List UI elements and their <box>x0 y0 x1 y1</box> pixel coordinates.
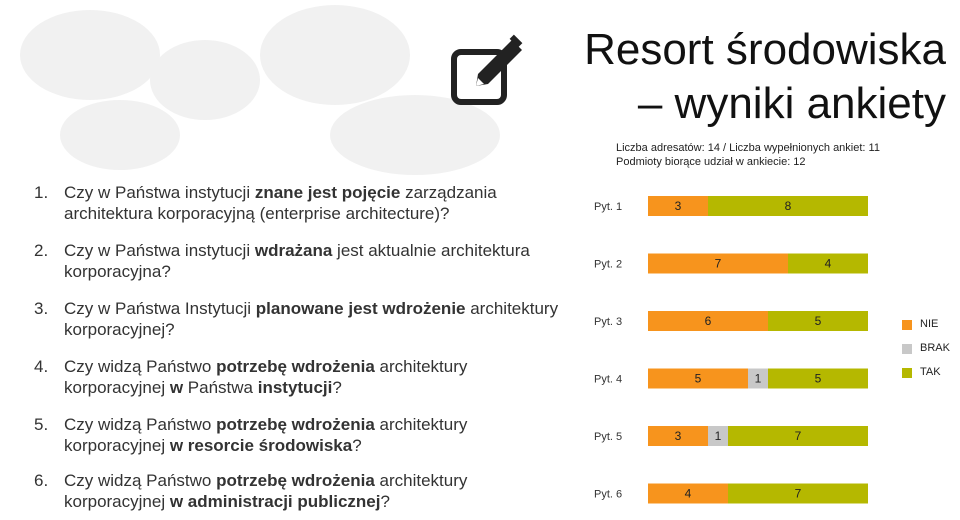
question-text-part: Czy widzą Państwo <box>64 357 217 376</box>
category-label: Pyt. 3 <box>594 316 622 328</box>
background-bubble <box>20 10 160 100</box>
legend-label: NIE <box>920 318 939 330</box>
question-text-part: architektury korporacyjnej <box>64 357 468 397</box>
question-text-part: zarządzania architektura korporacyjną (e… <box>64 183 497 223</box>
question-text: Czy widzą Państwo potrzebę wdrożenia arc… <box>34 356 564 398</box>
bar-segment-tak <box>788 253 868 274</box>
background-bubble <box>60 100 180 170</box>
question-text: Czy widzą Państwo potrzebę wdrożenia arc… <box>34 470 564 512</box>
legend-swatch <box>902 368 912 378</box>
question-item: 2. Czy w Państwa instytucji wdrażana jest… <box>34 240 564 282</box>
data-label: 5 <box>815 314 822 328</box>
bar-segment-tak <box>728 483 868 504</box>
question-item: 3. Czy w Państwa Instytucji planowane jes… <box>34 298 564 340</box>
bar-segment-nie <box>648 253 788 274</box>
bar-segment-tak <box>768 368 868 389</box>
question-text-part: ? <box>332 378 342 397</box>
legend-swatch <box>902 320 912 330</box>
question-item: 6. Czy widzą Państwo potrzebę wdrożenia a… <box>34 470 564 512</box>
bar-segment-tak <box>728 426 868 446</box>
question-text: Czy w Państwa instytucji wdrażana jest a… <box>34 240 564 282</box>
survey-chart: Pyt. 1 3 8 Pyt. 2 7 4 Pyt. 3 6 5 Pyt. 4 5 1 5 Pyt. 5 3… <box>594 196 868 504</box>
question-text-part: Czy widzą Państwo <box>64 415 217 434</box>
question-item: 5. Czy widzą Państwo potrzebę wdrożenia a… <box>34 414 564 456</box>
question-text-part: architektury korporacyjnej? <box>64 299 559 339</box>
participants-info: Podmioty biorące udział w ankiecie: 12 <box>616 156 806 168</box>
question-number: 4. <box>34 357 49 376</box>
page-title-line2: – wyniki ankiety <box>637 79 946 128</box>
question-item: 4. Czy widzą Państwo potrzebę wdrożenia a… <box>34 356 564 398</box>
bar-segment-nie <box>648 311 768 331</box>
background-bubble <box>330 95 500 175</box>
bar-segment-nie <box>648 368 748 389</box>
question-number: 1. <box>34 183 49 202</box>
question-number: 3. <box>34 299 49 318</box>
legend-label: TAK <box>920 366 941 378</box>
question-text-part: Czy w Państwa Instytucji <box>64 299 256 318</box>
question-text: Czy w Państwa instytucji znane jest poję… <box>34 182 564 224</box>
question-text-part: Czy widzą Państwo <box>64 471 217 490</box>
data-label: 4 <box>685 487 692 501</box>
question-text-bold: w <box>169 378 184 397</box>
question-text-bold: instytucji <box>257 378 333 397</box>
question-item: 1. Czy w Państwa instytucji znane jest po… <box>34 182 564 224</box>
page-title-line1: Resort środowiska <box>584 25 946 74</box>
data-label: 5 <box>815 372 822 386</box>
question-text-part: architektury korporacyjnej <box>64 415 468 455</box>
data-label: 3 <box>675 429 682 443</box>
bar-segment-nie <box>648 483 728 504</box>
data-label: 7 <box>715 257 722 271</box>
background-bubble <box>260 5 410 105</box>
question-text-bold: potrzebę wdrożenia <box>216 357 375 376</box>
data-label: 7 <box>795 487 802 501</box>
question-text-bold: planowane jest wdrożenie <box>255 299 466 318</box>
question-text-bold: potrzebę wdrożenia <box>216 415 375 434</box>
question-text-bold: w resorcie środowiska <box>169 436 353 455</box>
category-label: Pyt. 1 <box>594 201 622 213</box>
bar-segment-brak <box>748 368 768 389</box>
edit-pencil-icon <box>451 34 523 105</box>
question-text-part: jest aktualnie architektura korporacyjna… <box>64 241 530 281</box>
question-text: Czy w Państwa Instytucji planowane jest … <box>34 298 564 340</box>
question-text: Czy widzą Państwo potrzebę wdrożenia arc… <box>34 414 564 456</box>
bar-segment-nie <box>648 426 708 446</box>
bar-segment-tak <box>768 311 868 331</box>
data-label: 4 <box>825 257 832 271</box>
category-label: Pyt. 4 <box>594 374 622 386</box>
question-number: 5. <box>34 415 49 434</box>
question-text-bold: w administracji publicznej <box>169 492 381 511</box>
bar-segment-tak <box>708 196 868 216</box>
category-label: Pyt. 5 <box>594 431 622 443</box>
legend-swatch <box>902 344 912 354</box>
question-text-part: ? <box>352 436 362 455</box>
question-text-part: Czy w Państwa instytucji <box>64 241 255 260</box>
category-label: Pyt. 2 <box>594 259 622 271</box>
respondents-info: Liczba adresatów: 14 / Liczba wypełniony… <box>616 142 880 154</box>
question-number: 2. <box>34 241 49 260</box>
data-label: 1 <box>715 429 722 443</box>
bar-segment-brak <box>708 426 728 446</box>
legend-label: BRAK <box>920 342 950 354</box>
background-bubble <box>150 40 260 120</box>
data-label: 5 <box>695 372 702 386</box>
data-label: 7 <box>795 429 802 443</box>
question-number: 6. <box>34 471 49 490</box>
question-text-bold: znane jest pojęcie <box>254 183 401 202</box>
question-text-part: Czy w Państwa instytucji <box>64 183 255 202</box>
question-text-part: Państwa <box>183 378 258 397</box>
data-label: 3 <box>675 199 682 213</box>
question-text-part: ? <box>380 492 390 511</box>
question-text-bold: potrzebę wdrożenia <box>216 471 375 490</box>
bar-segment-nie <box>648 196 708 216</box>
question-text-bold: wdrażana <box>254 241 333 260</box>
category-label: Pyt. 6 <box>594 489 622 501</box>
data-label: 1 <box>755 372 762 386</box>
question-text-part: architektury korporacyjnej <box>64 471 468 511</box>
data-label: 6 <box>705 314 712 328</box>
data-label: 8 <box>785 199 792 213</box>
